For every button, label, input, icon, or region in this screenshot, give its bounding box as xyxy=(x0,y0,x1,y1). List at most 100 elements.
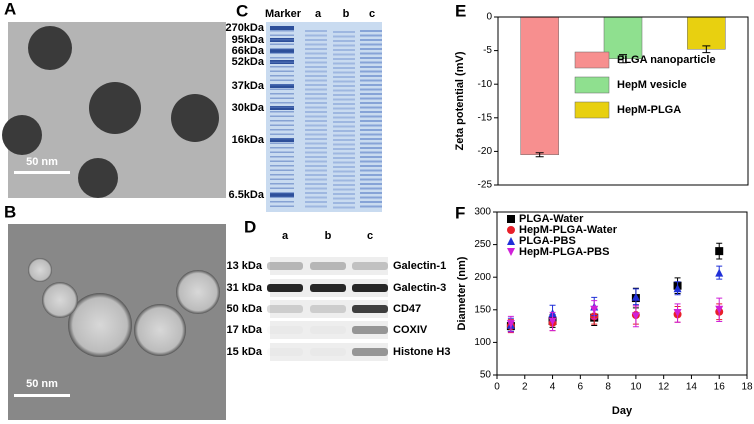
band xyxy=(270,43,294,45)
band xyxy=(305,138,327,140)
panel-label: F xyxy=(455,203,465,222)
band xyxy=(305,147,327,149)
gel-bands xyxy=(270,26,382,209)
panel-label: A xyxy=(4,0,16,18)
band xyxy=(333,170,355,173)
blot-band xyxy=(310,284,346,292)
band xyxy=(270,205,294,207)
band xyxy=(333,94,355,96)
y-tick-label: -15 xyxy=(478,112,493,123)
x-tick-label: 16 xyxy=(714,382,726,393)
band xyxy=(360,93,382,95)
error-bar xyxy=(619,54,627,64)
molecular-weight: 15 kDa xyxy=(227,346,263,358)
marker-size: 95kDa xyxy=(232,34,265,46)
band xyxy=(360,147,382,149)
band xyxy=(305,205,327,208)
x-tick-label: 8 xyxy=(605,382,611,393)
band xyxy=(305,57,327,59)
band xyxy=(333,35,355,38)
legend-label: HepM vesicle xyxy=(617,79,687,91)
legend-swatch xyxy=(574,101,610,119)
x-tick-label: 12 xyxy=(658,382,670,393)
band xyxy=(360,75,382,77)
band xyxy=(270,183,294,185)
band xyxy=(270,39,294,41)
panel-label: B xyxy=(4,202,16,221)
protein-name: Histone H3 xyxy=(393,346,450,358)
band xyxy=(360,88,382,91)
band xyxy=(360,156,382,158)
particles-a xyxy=(2,26,219,198)
band xyxy=(270,138,294,142)
legend-label: HepM-PLGA-Water xyxy=(519,224,618,236)
molecular-weight: 13 kDa xyxy=(227,260,263,272)
band xyxy=(305,39,327,41)
band xyxy=(270,93,294,95)
band xyxy=(305,201,327,203)
band xyxy=(360,165,382,167)
y-tick-label: 200 xyxy=(474,272,491,283)
x-tick-label: 10 xyxy=(630,382,642,393)
band xyxy=(333,184,355,186)
band xyxy=(270,34,294,36)
band xyxy=(360,196,382,199)
bar xyxy=(603,16,643,59)
band xyxy=(333,116,355,119)
bar xyxy=(520,16,559,156)
molecular-weight: 31 kDa xyxy=(227,282,263,294)
band xyxy=(305,174,327,176)
protein-name: Galectin-1 xyxy=(393,260,446,272)
band xyxy=(360,39,382,41)
blot-band xyxy=(310,348,346,356)
band xyxy=(360,70,382,73)
band xyxy=(270,147,294,149)
x-tick-label: 6 xyxy=(578,382,584,393)
band xyxy=(270,196,294,198)
band xyxy=(270,160,294,162)
band xyxy=(360,66,382,68)
band xyxy=(270,97,294,99)
band xyxy=(305,52,327,55)
blot-band xyxy=(352,284,388,292)
plot-frame xyxy=(497,16,749,186)
protein-name: CD47 xyxy=(393,303,421,315)
band xyxy=(270,120,294,122)
band xyxy=(360,57,382,59)
band xyxy=(333,76,355,78)
y-tick-label: 50 xyxy=(480,370,492,381)
y-tick-label: -25 xyxy=(478,180,493,191)
band xyxy=(360,102,382,104)
band xyxy=(270,142,294,144)
band xyxy=(333,202,355,204)
band xyxy=(305,106,327,109)
legend-label: PLGA-Water xyxy=(519,213,584,225)
band xyxy=(305,169,327,172)
y-tick-label: 300 xyxy=(474,207,491,218)
y-tick-label: 100 xyxy=(474,337,491,348)
band xyxy=(270,201,294,203)
data-point xyxy=(715,247,724,256)
band xyxy=(333,134,355,137)
band xyxy=(360,187,382,190)
band xyxy=(270,133,294,135)
data-point xyxy=(590,305,599,314)
lane-label: a xyxy=(282,230,289,242)
band xyxy=(360,192,382,194)
lane-label: Marker xyxy=(265,8,302,20)
band xyxy=(305,129,327,131)
band xyxy=(333,161,355,164)
band xyxy=(333,179,355,182)
band xyxy=(270,169,294,171)
band xyxy=(270,30,294,32)
panel-label: E xyxy=(455,1,466,20)
legend-label: PLGA-PBS xyxy=(519,235,576,247)
band xyxy=(305,79,327,82)
band xyxy=(305,70,327,73)
band xyxy=(333,49,355,51)
band xyxy=(270,138,294,140)
band xyxy=(360,48,382,50)
band xyxy=(305,84,327,86)
blot-band xyxy=(267,326,303,334)
y-tick-label: -10 xyxy=(478,79,493,90)
